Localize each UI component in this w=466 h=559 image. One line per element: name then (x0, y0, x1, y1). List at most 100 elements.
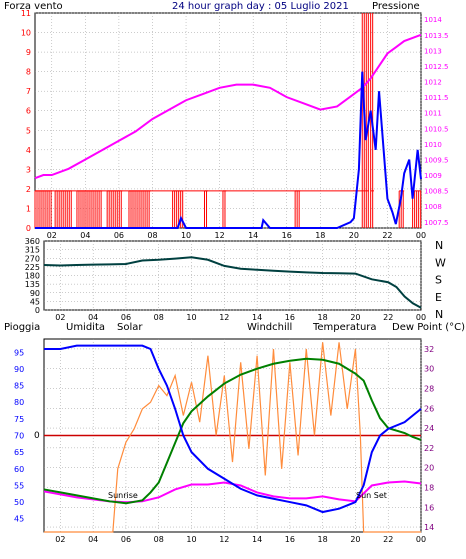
y-tick-direction: 135 (25, 280, 40, 289)
x-tick-label: 16 (285, 313, 295, 322)
temperature-line (43, 357, 422, 505)
x-tick-label: 02 (47, 231, 57, 240)
x-tick-label: 10 (181, 231, 191, 240)
y-tick-temperature: 20 (424, 464, 434, 473)
y-tick-wind: 1 (26, 204, 31, 213)
y-tick-temperature: 18 (424, 483, 434, 492)
y-tick-direction: 360 (25, 237, 40, 246)
y-tick-temperature: 32 (424, 345, 434, 354)
x-tick-label: 06 (114, 231, 124, 240)
x-tick-label: 18 (318, 535, 328, 544)
y-tick-pressure: 1011.5 (424, 94, 449, 102)
x-tick-label: 14 (248, 231, 258, 240)
pressure-label: Pressione (372, 1, 420, 12)
y-tick-wind: 3 (26, 165, 31, 174)
y-tick-direction: 45 (30, 297, 40, 306)
x-tick-label: 08 (154, 535, 164, 544)
panel-frame-2 (43, 240, 422, 311)
x-tick-label: 02 (55, 313, 65, 322)
y-tick-temperature: 14 (424, 523, 434, 532)
y-tick-temperature: 28 (424, 384, 434, 393)
compass-tick: S (435, 274, 442, 287)
x-tick-label: 12 (215, 231, 225, 240)
x-tick-label: 16 (285, 535, 295, 544)
y-tick-wind: 11 (21, 9, 31, 18)
x-tick-label: 10 (186, 313, 196, 322)
y-tick-humidity: 80 (14, 398, 24, 407)
y-tick-wind: 4 (26, 146, 31, 155)
y-tick-pressure: 1008.5 (424, 188, 449, 196)
x-tick-label: 20 (350, 535, 360, 544)
x-tick-label: 20 (349, 231, 359, 240)
compass-tick: W (435, 256, 446, 269)
direction-line (43, 256, 422, 309)
y-tick-wind: 6 (26, 107, 31, 116)
y-tick-pressure: 1007.5 (424, 219, 449, 227)
y-tick-wind: 2 (26, 185, 31, 194)
y-tick-pressure: 1012 (424, 79, 442, 87)
legend-rain: Pioggia (4, 322, 40, 333)
wind-force-label: Forza vento (4, 1, 63, 12)
y-tick-direction: 270 (25, 254, 40, 263)
x-tick-label: 00 (416, 231, 426, 240)
x-tick-label: 08 (154, 313, 164, 322)
legend-windchill: Windchill (247, 322, 292, 333)
gust-line (35, 71, 422, 229)
y-tick-humidity: 50 (14, 498, 24, 507)
y-tick-direction: 315 (25, 246, 40, 255)
y-tick-pressure: 1013.5 (424, 32, 449, 40)
x-tick-label: 18 (318, 313, 328, 322)
series-layer (34, 13, 422, 533)
y-tick-humidity: 90 (14, 365, 24, 374)
x-tick-label: 04 (88, 535, 98, 544)
x-tick-label: 08 (147, 231, 157, 240)
x-tick-label: 10 (186, 535, 196, 544)
y-tick-pressure: 1014 (424, 16, 442, 24)
x-tick-label: 14 (252, 535, 262, 544)
sunrise-label: Sunrise (108, 491, 138, 500)
x-tick-label: 04 (80, 231, 90, 240)
y-tick-temperature: 22 (424, 444, 434, 453)
y-tick-wind: 7 (26, 87, 31, 96)
y-tick-pressure: 1013 (424, 47, 442, 55)
x-tick-label: 22 (383, 535, 393, 544)
compass-tick: N (435, 239, 443, 252)
solar-line (44, 342, 421, 533)
y-tick-pressure: 1008 (424, 203, 442, 211)
y-tick-pressure: 1011 (424, 110, 442, 118)
y-tick-temperature: 16 (424, 503, 434, 512)
y-tick-direction: 90 (30, 289, 40, 298)
y-tick-humidity: 55 (14, 481, 24, 490)
x-tick-label: 02 (55, 535, 65, 544)
compass-tick: N (435, 308, 443, 321)
y-tick-direction: 180 (25, 272, 40, 281)
pressure-line (34, 33, 422, 180)
legend-humidity: Umidita (66, 322, 105, 333)
y-tick-pressure: 1010.5 (424, 125, 449, 133)
y-tick-humidity: 60 (14, 465, 24, 474)
y-tick-humidity: 85 (14, 382, 24, 391)
y-tick-wind: 9 (26, 48, 31, 57)
y-tick-humidity: 45 (14, 515, 24, 524)
x-tick-label: 00 (416, 535, 426, 544)
sunset-label: Sun Set (356, 491, 387, 500)
x-tick-label: 14 (252, 313, 262, 322)
y-tick-direction: 0 (35, 306, 40, 315)
compass-tick: E (435, 291, 442, 304)
legend-solar: Solar (117, 322, 143, 333)
y-tick-humidity: 70 (14, 432, 24, 441)
y-tick-wind: 5 (26, 126, 31, 135)
y-tick-wind: 8 (26, 68, 31, 77)
y-tick-wind: 10 (21, 29, 31, 38)
x-tick-label: 16 (282, 231, 292, 240)
y-tick-wind: 0 (26, 224, 31, 233)
y-tick-humidity: 65 (14, 448, 24, 457)
x-tick-label: 22 (383, 313, 393, 322)
y-tick-humidity: 95 (14, 348, 24, 357)
x-tick-label: 06 (121, 535, 131, 544)
x-tick-label: 12 (219, 535, 229, 544)
y-tick-pressure: 1009 (424, 172, 442, 180)
x-tick-label: 12 (219, 313, 229, 322)
